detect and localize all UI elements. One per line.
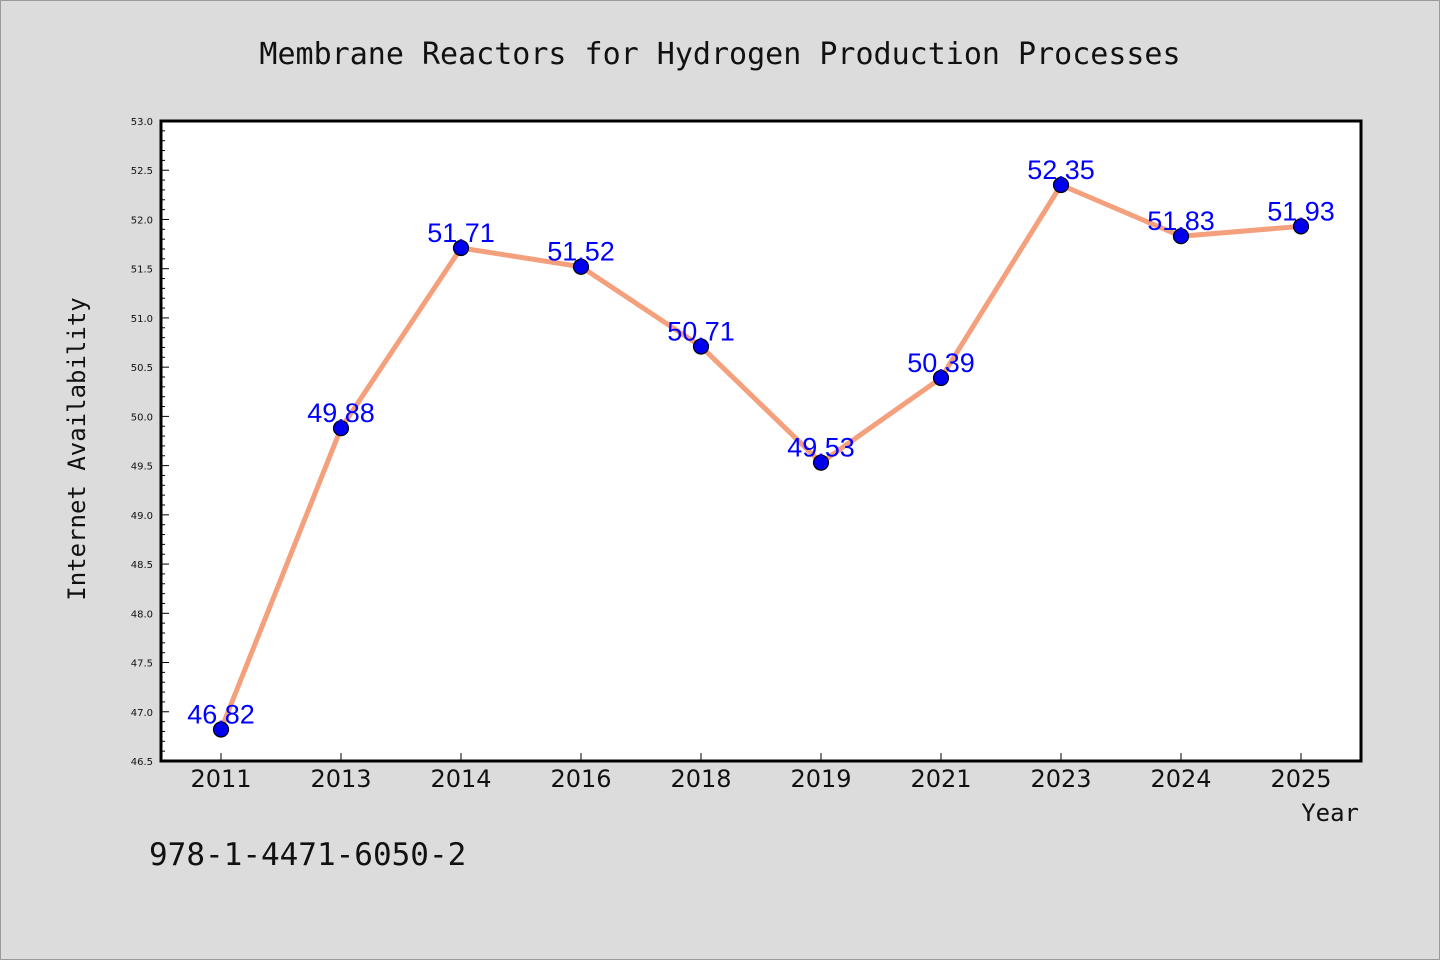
y-tick-label: 51.5 xyxy=(131,265,153,276)
data-label: 51.52 xyxy=(547,237,615,267)
y-axis: 46.5 47.0 47.5 48.0 48.5 49.0 49.5 50.0 50.5 51.0… xyxy=(131,117,169,768)
data-label: 50.39 xyxy=(907,348,975,378)
data-point xyxy=(572,258,590,275)
data-point xyxy=(452,239,470,257)
data-label: 52.35 xyxy=(1027,155,1095,185)
data-point xyxy=(932,369,950,387)
x-tick-label: 2011 xyxy=(190,765,251,793)
x-tick-label: 2013 xyxy=(310,765,371,793)
x-tick-label: 2021 xyxy=(910,765,971,793)
x-tick-label: 2016 xyxy=(550,765,611,793)
y-tick-label: 53.0 xyxy=(131,117,153,128)
x-tick-label: 2018 xyxy=(670,765,731,793)
x-axis-label: Year xyxy=(1301,799,1359,827)
y-axis-label: Internet Availability xyxy=(63,297,91,600)
data-point xyxy=(1292,218,1310,235)
series-line xyxy=(218,182,1304,732)
x-tick-label: 2025 xyxy=(1270,765,1331,793)
data-point xyxy=(1172,228,1190,245)
y-tick-label: 49.5 xyxy=(131,462,153,473)
data-point xyxy=(692,338,710,355)
data-point xyxy=(812,454,830,471)
footer-isbn: 978-1-4471-6050-2 xyxy=(149,837,466,873)
y-tick-label: 48.0 xyxy=(131,609,153,620)
y-tick-label: 52.0 xyxy=(131,215,153,226)
data-point xyxy=(212,721,230,738)
data-label: 49.88 xyxy=(307,398,375,428)
data-label: 51.83 xyxy=(1147,206,1215,236)
y-tick-label: 50.5 xyxy=(131,363,153,374)
y-tick-label: 52.5 xyxy=(131,166,153,177)
y-tick-label: 48.5 xyxy=(131,560,153,571)
y-tick-label: 49.0 xyxy=(131,511,153,522)
data-label: 46.82 xyxy=(187,699,255,729)
x-axis: 2011 2013 2014 2016 2018 2019 2021 2023 2024 2025 xyxy=(190,753,1332,793)
x-tick-label: 2014 xyxy=(430,765,491,793)
x-tick-label: 2023 xyxy=(1030,765,1091,793)
data-label: 51.71 xyxy=(427,218,495,248)
x-tick-label: 2024 xyxy=(1150,765,1211,793)
data-point xyxy=(332,420,350,437)
y-tick-label: 47.0 xyxy=(131,708,153,719)
y-tick-label: 50.0 xyxy=(131,412,153,423)
data-labels: 46.82 49.88 51.71 51.52 50.71 49.53 50.39 52.35… xyxy=(187,155,1335,729)
data-label: 49.53 xyxy=(787,433,855,463)
data-label: 50.71 xyxy=(667,316,735,346)
chart-title: Membrane Reactors for Hydrogen Productio… xyxy=(259,37,1180,72)
y-tick-label: 47.5 xyxy=(131,659,153,670)
series-0 xyxy=(212,176,1310,738)
data-point xyxy=(1052,176,1070,194)
x-tick-label: 2019 xyxy=(790,765,851,793)
data-label: 51.93 xyxy=(1267,196,1335,226)
y-tick-label: 51.0 xyxy=(131,314,153,325)
y-tick-label: 46.5 xyxy=(131,757,153,768)
